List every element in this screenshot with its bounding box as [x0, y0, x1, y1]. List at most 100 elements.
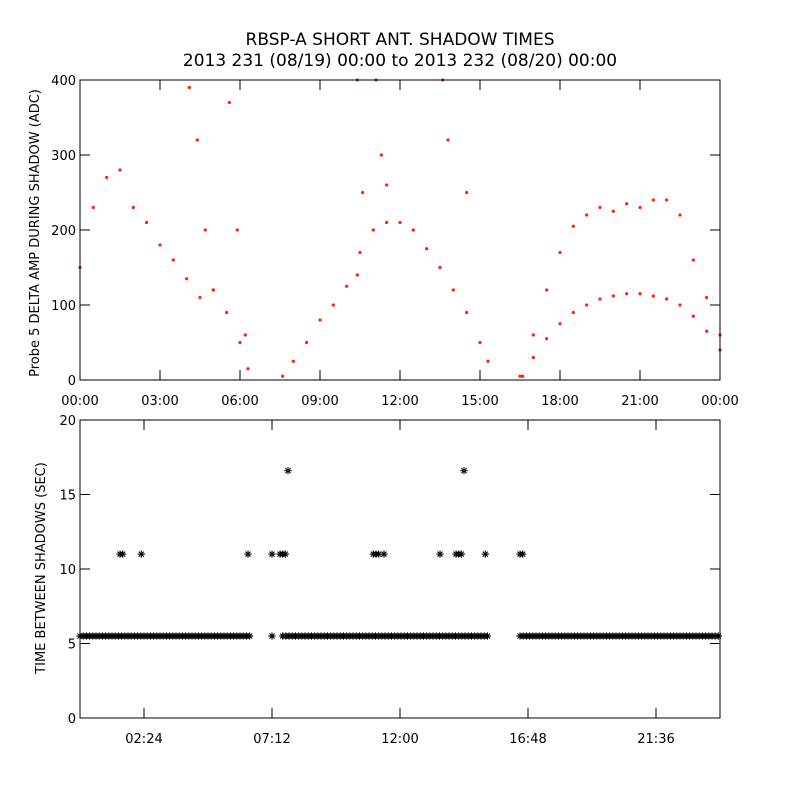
top-x-tick-label: 12:00	[381, 394, 418, 409]
top-y-tick-label: 400	[51, 74, 76, 89]
data-point	[545, 288, 549, 292]
bottom-panel-points	[76, 467, 722, 640]
data-point	[571, 224, 575, 228]
data-point	[355, 273, 359, 277]
data-point	[651, 294, 655, 298]
data-point	[558, 250, 562, 255]
top-x-tick-label: 18:00	[541, 394, 578, 409]
data-point	[691, 258, 695, 262]
data-point	[118, 168, 122, 172]
bottom-x-tick-label: 21:36	[637, 732, 674, 747]
data-point	[225, 310, 229, 315]
bottom-y-tick-label: 20	[59, 414, 76, 429]
data-point	[558, 322, 562, 326]
data-point	[519, 550, 527, 558]
baseline-point	[268, 632, 276, 640]
data-point	[478, 340, 482, 345]
data-point	[518, 374, 522, 378]
data-point	[375, 550, 383, 558]
data-point	[281, 550, 289, 558]
bottom-y-tick-label: 0	[68, 712, 76, 727]
data-point	[105, 175, 109, 180]
bottom-x-tick-label: 16:48	[509, 732, 546, 747]
data-point	[244, 550, 252, 558]
data-point	[598, 297, 602, 301]
data-point	[211, 288, 215, 292]
data-point	[531, 355, 535, 360]
chart-subtitle: 2013 231 (08/19) 00:00 to 2013 232 (08/2…	[182, 51, 618, 71]
baseline-point	[714, 632, 722, 640]
chart-title: RBSP-A SHORT ANT. SHADOW TIMES	[245, 30, 555, 50]
top-y-tick-label: 300	[51, 149, 76, 164]
bottom-x-tick-label: 12:00	[381, 732, 418, 747]
data-point	[385, 220, 389, 225]
baseline-point	[246, 632, 254, 640]
data-point	[545, 337, 549, 341]
top-panel: 00:00 03:00 06:00 09:00 12:00 15:00 18:00 21:00…	[28, 74, 739, 409]
data-point	[411, 228, 415, 232]
top-x-tick-label: 09:00	[301, 394, 338, 409]
data-point	[119, 550, 127, 558]
data-point	[371, 228, 375, 232]
data-point	[358, 250, 362, 255]
top-y-tick-label: 0	[68, 374, 76, 389]
data-point	[585, 213, 589, 217]
top-panel-y-axis-label: Probe 5 DELTA AMP DURING SHADOW (ADC)	[28, 89, 43, 377]
data-point	[380, 550, 388, 558]
data-point	[281, 374, 285, 378]
data-point	[438, 265, 442, 270]
data-point	[187, 85, 191, 90]
data-point	[436, 550, 444, 558]
data-point	[521, 374, 525, 378]
data-point	[385, 183, 389, 187]
top-x-tick-label: 06:00	[221, 394, 258, 409]
data-point	[203, 228, 207, 232]
data-point	[171, 258, 175, 262]
bottom-x-tick-label: 07:12	[253, 732, 290, 747]
data-point	[235, 228, 239, 232]
data-point	[611, 294, 615, 298]
data-point	[305, 340, 309, 345]
data-point	[598, 205, 602, 210]
top-x-tick-label: 00:00	[701, 394, 738, 409]
bottom-panel: 02:24 07:12 12:00 16:48 21:36 0 5 10 15 20 TIME B…	[34, 414, 722, 747]
data-point	[91, 205, 95, 210]
bottom-y-tick-label: 10	[59, 563, 76, 578]
data-point	[198, 295, 202, 300]
top-x-tick-label: 00:00	[61, 394, 98, 409]
bottom-panel-y-axis-label: TIME BETWEEN SHADOWS (SEC)	[34, 462, 49, 675]
data-point	[425, 247, 429, 251]
data-point	[486, 359, 490, 363]
data-point	[625, 202, 629, 206]
data-point	[571, 310, 575, 315]
data-point	[398, 220, 402, 225]
data-point	[665, 297, 669, 301]
data-point	[145, 220, 149, 225]
data-point	[451, 288, 455, 292]
data-point	[238, 340, 242, 345]
data-point	[158, 243, 162, 247]
data-point	[195, 138, 199, 142]
top-x-tick-label: 03:00	[141, 394, 178, 409]
data-point	[243, 333, 247, 337]
data-point	[457, 550, 465, 558]
data-point	[585, 303, 589, 307]
data-point	[185, 277, 189, 281]
data-point	[625, 292, 629, 296]
data-point	[651, 198, 655, 202]
bottom-x-tick-label: 02:24	[125, 732, 162, 747]
data-point	[705, 329, 709, 333]
data-point	[291, 359, 295, 363]
bottom-panel-axes: 02:24 07:12 12:00 16:48 21:36 0 5 10 15 20	[59, 414, 721, 747]
data-point	[665, 198, 669, 202]
data-point	[611, 209, 615, 213]
baseline-point	[483, 632, 492, 640]
data-point	[465, 310, 469, 315]
data-point	[638, 205, 642, 210]
top-x-tick-label: 21:00	[621, 394, 658, 409]
data-point	[481, 550, 489, 558]
data-point	[678, 213, 682, 217]
top-panel-axes: 00:00 03:00 06:00 09:00 12:00 15:00 18:00 21:00…	[51, 74, 739, 409]
data-point	[638, 292, 642, 296]
data-point	[131, 205, 135, 210]
